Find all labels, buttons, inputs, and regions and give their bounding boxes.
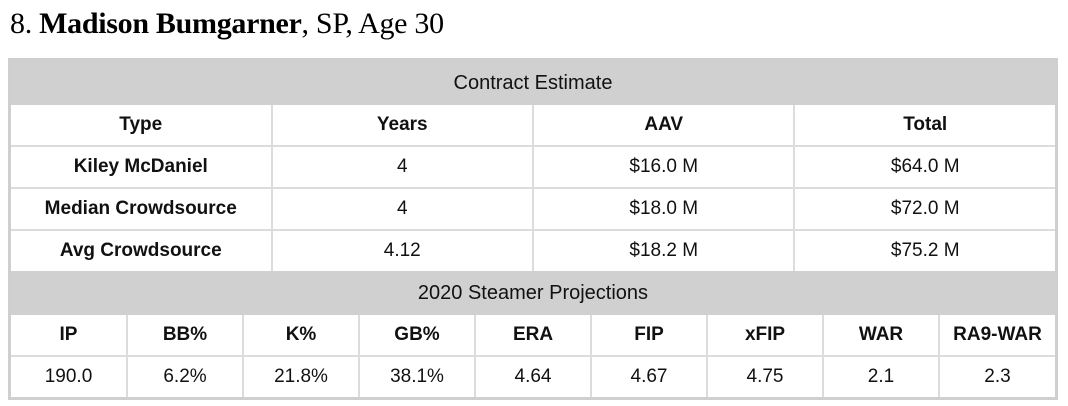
col-header-war: WAR xyxy=(822,315,939,356)
proj-ra9war-cell: 2.3 xyxy=(938,355,1055,397)
col-header-xfip: xFIP xyxy=(706,315,823,356)
contract-estimate-table: Type Years AAV Total Kiley McDaniel 4 $1… xyxy=(11,105,1055,271)
contract-estimate-header: Contract Estimate xyxy=(11,61,1055,105)
player-name: Madison Bumgarner xyxy=(39,7,302,40)
col-header-aav: AAV xyxy=(531,105,795,146)
table-row: Avg Crowdsource 4.12 $18.2 M $75.2 M xyxy=(11,229,1055,271)
proj-ip-cell: 190.0 xyxy=(11,355,127,397)
col-header-ra9war: RA9-WAR xyxy=(938,315,1055,356)
col-header-years: Years xyxy=(270,105,533,146)
proj-k-pct-cell: 21.8% xyxy=(242,355,359,397)
proj-fip-cell: 4.67 xyxy=(590,355,707,397)
player-rank: 8. xyxy=(10,7,40,40)
contract-type-cell: Avg Crowdsource xyxy=(11,229,272,271)
contract-column-header-row: Type Years AAV Total xyxy=(11,105,1055,146)
col-header-fip: FIP xyxy=(590,315,707,356)
contract-aav-cell: $18.0 M xyxy=(531,187,795,230)
contract-aav-cell: $18.2 M xyxy=(531,229,795,271)
projections-value-row: 190.0 6.2% 21.8% 38.1% 4.64 4.67 4.75 2.… xyxy=(11,355,1055,397)
proj-bb-pct-cell: 6.2% xyxy=(126,355,243,397)
col-header-k-pct: K% xyxy=(242,315,359,356)
proj-era-cell: 4.64 xyxy=(474,355,591,397)
col-header-gb-pct: GB% xyxy=(358,315,475,356)
contract-years-cell: 4 xyxy=(270,187,533,230)
proj-gb-pct-cell: 38.1% xyxy=(358,355,475,397)
contract-type-cell: Kiley McDaniel xyxy=(11,145,272,188)
contract-total-cell: $75.2 M xyxy=(793,229,1055,271)
player-details: , SP, Age 30 xyxy=(301,7,445,40)
steamer-projections-header: 2020 Steamer Projections xyxy=(11,271,1055,315)
table-row: Median Crowdsource 4 $18.0 M $72.0 M xyxy=(11,187,1055,230)
contract-total-cell: $64.0 M xyxy=(793,145,1055,188)
proj-xfip-cell: 4.75 xyxy=(706,355,823,397)
proj-war-cell: 2.1 xyxy=(822,355,939,397)
col-header-era: ERA xyxy=(474,315,591,356)
contract-type-cell: Median Crowdsource xyxy=(11,187,272,230)
contract-years-cell: 4 xyxy=(270,145,533,188)
contract-years-cell: 4.12 xyxy=(270,229,533,271)
steamer-projections-table: IP BB% K% GB% ERA FIP xFIP WAR RA9-WAR 1… xyxy=(11,315,1055,397)
player-tables: Contract Estimate Type Years AAV Total K… xyxy=(8,58,1058,400)
contract-aav-cell: $16.0 M xyxy=(531,145,795,188)
col-header-total: Total xyxy=(793,105,1055,146)
projections-column-header-row: IP BB% K% GB% ERA FIP xFIP WAR RA9-WAR xyxy=(11,315,1055,356)
table-row: Kiley McDaniel 4 $16.0 M $64.0 M xyxy=(11,145,1055,188)
col-header-bb-pct: BB% xyxy=(126,315,243,356)
page-title: 8. Madison Bumgarner, SP, Age 30 xyxy=(10,4,1068,44)
col-header-ip: IP xyxy=(59,324,78,345)
contract-total-cell: $72.0 M xyxy=(793,187,1055,230)
col-header-type: Type xyxy=(119,114,163,135)
